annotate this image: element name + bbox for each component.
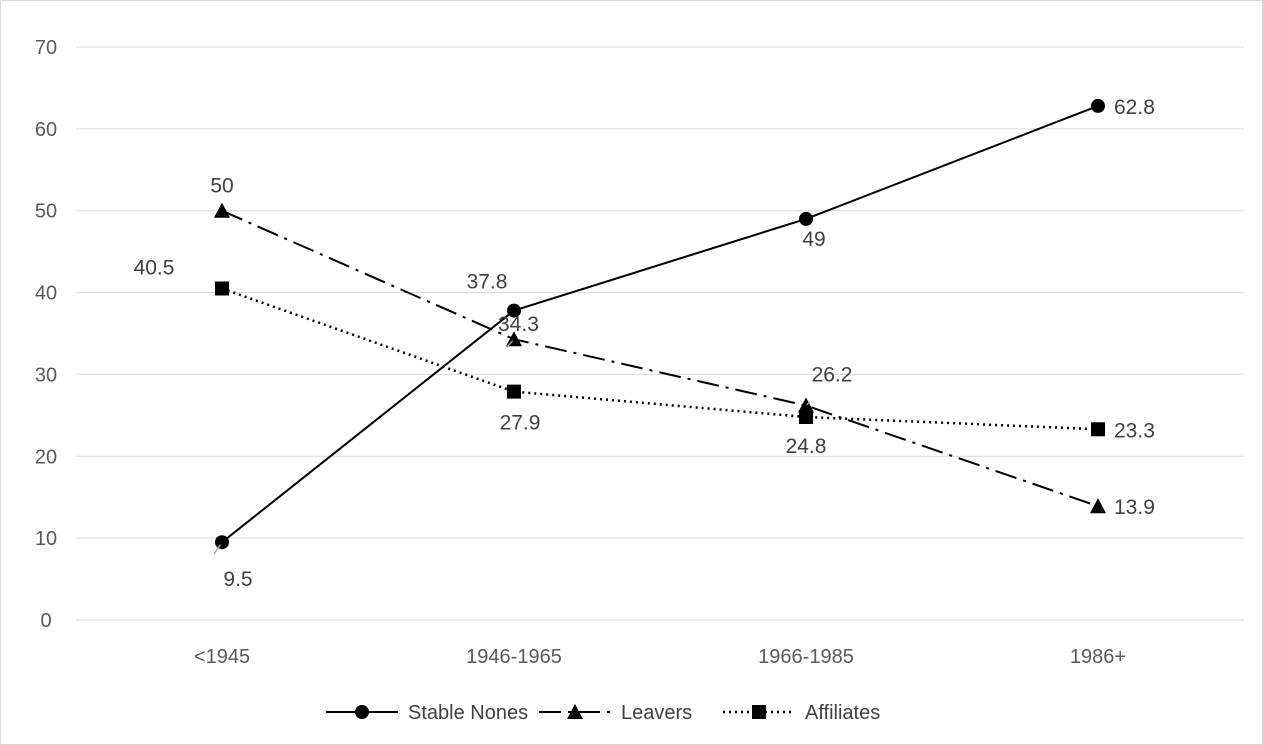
data-label-leavers: 13.9 (1114, 496, 1155, 519)
series-affiliates (215, 281, 1105, 437)
data-point-stable-nones (215, 535, 229, 550)
x-axis-tick-labels: <1945 1946-1965 1966-1985 1986+ (194, 646, 1126, 668)
y-tick-label: 0 (40, 610, 51, 632)
data-point-affiliates (507, 384, 521, 399)
data-point-stable-nones (1091, 98, 1105, 113)
data-point-stable-nones (799, 211, 813, 226)
legend-item-stable-nones: Stable Nones (326, 702, 528, 724)
x-tick-label: 1946-1965 (466, 646, 562, 668)
data-label-leavers: 34.3 (498, 313, 539, 336)
series-line-stable-nones (221, 105, 1099, 544)
x-tick-label: 1966-1985 (758, 646, 854, 668)
data-label-stable-nones: 9.5 (223, 568, 252, 591)
data-point-leavers (214, 202, 230, 218)
series-line-affiliates (221, 287, 1099, 431)
data-point-affiliates (215, 281, 229, 296)
leader-line (213, 544, 222, 555)
y-tick-label: 70 (35, 37, 57, 59)
leader-line (506, 340, 514, 348)
series-layer (214, 98, 1106, 550)
data-point-leavers (1090, 498, 1106, 514)
series-stable-nones (215, 98, 1105, 550)
legend-label: Leavers (621, 702, 692, 724)
legend-item-affiliates: Affiliates (723, 702, 880, 724)
data-label-affiliates: 27.9 (500, 412, 541, 435)
y-tick-label: 20 (35, 446, 57, 468)
gridlines (76, 46, 1244, 621)
data-point-affiliates (799, 409, 813, 424)
leader-line (806, 401, 811, 406)
data-label-leavers: 26.2 (812, 364, 853, 387)
y-tick-label: 30 (35, 364, 57, 386)
data-label-stable-nones: 49 (802, 228, 825, 251)
y-tick-label: 40 (35, 283, 57, 305)
y-tick-label: 10 (35, 528, 57, 550)
legend-marker (567, 704, 583, 719)
legend-marker (752, 705, 766, 719)
legend: Stable Nones Leavers Affiliates (326, 702, 880, 724)
data-label-stable-nones: 37.8 (467, 271, 508, 294)
data-point-stable-nones (507, 303, 521, 318)
x-tick-label: <1945 (194, 646, 250, 668)
data-label-stable-nones: 62.8 (1114, 96, 1155, 119)
legend-marker (355, 705, 369, 719)
legend-label: Affiliates (805, 702, 880, 724)
y-tick-label: 60 (35, 119, 57, 141)
data-label-affiliates: 24.8 (786, 435, 827, 458)
data-point-leavers (506, 331, 522, 347)
data-point-leavers (798, 397, 814, 413)
data-label-leavers: 50 (210, 175, 233, 198)
y-axis-tick-labels: 0 10 20 30 40 50 60 70 (35, 37, 57, 632)
data-labels: 9.5 37.8 49 62.8 50 34.3 26.2 13.9 40.5 27.9 24.8 2… (134, 96, 1155, 591)
data-label-affiliates: 40.5 (134, 256, 175, 279)
data-point-affiliates (1091, 422, 1105, 437)
series-leavers (214, 202, 1106, 514)
legend-label: Stable Nones (408, 702, 528, 724)
data-label-affiliates: 23.3 (1114, 419, 1155, 442)
legend-item-leavers: Leavers (539, 702, 692, 724)
x-tick-label: 1986+ (1070, 646, 1126, 668)
y-tick-label: 50 (35, 201, 57, 223)
series-line-leavers (221, 209, 1099, 508)
